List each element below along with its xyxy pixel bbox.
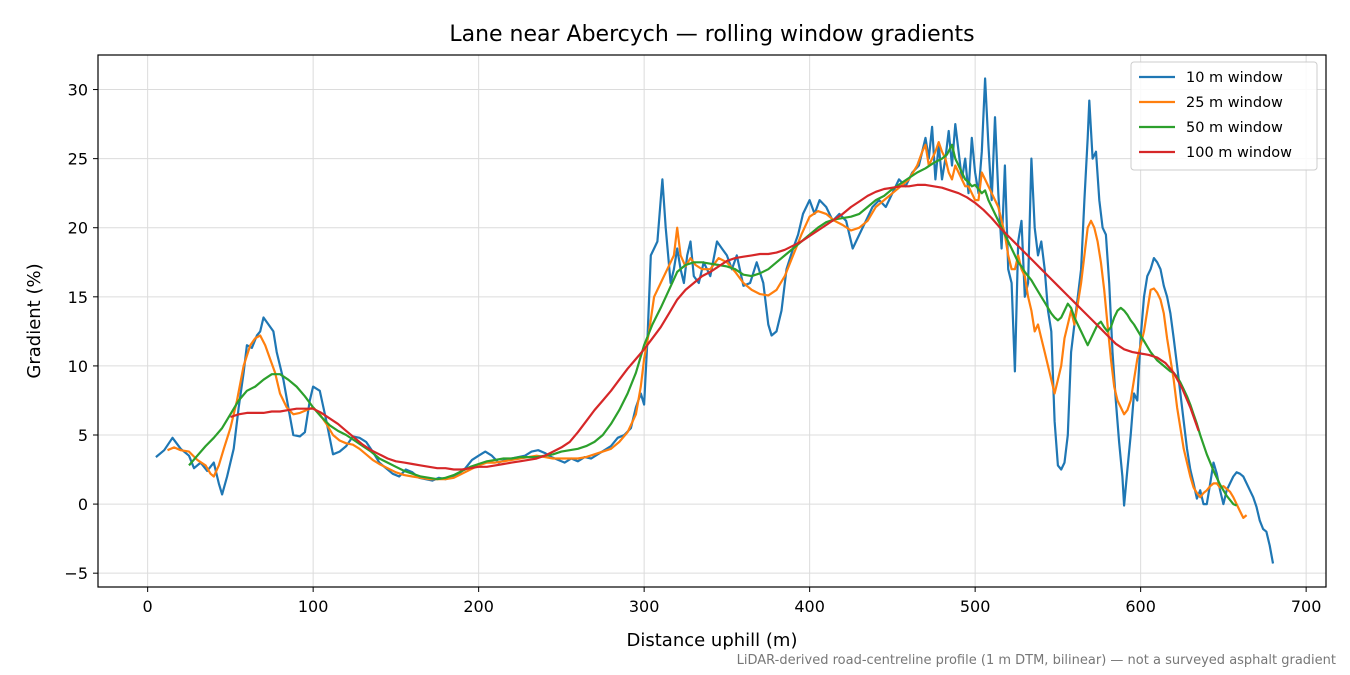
x-tick-label: 0 bbox=[143, 597, 153, 616]
x-tick-label: 400 bbox=[794, 597, 825, 616]
y-tick-label: 0 bbox=[78, 495, 88, 514]
x-tick-label: 500 bbox=[960, 597, 991, 616]
x-tick-label: 600 bbox=[1125, 597, 1156, 616]
series-line-2 bbox=[167, 141, 1248, 519]
legend: 10 m window 25 m window 50 m window 100 m w… bbox=[1130, 61, 1318, 171]
y-axis-label: Gradient (%) bbox=[24, 263, 45, 378]
legend-box bbox=[1130, 61, 1318, 171]
y-tick-label: 5 bbox=[78, 426, 88, 445]
legend-label: 10 m window bbox=[1186, 70, 1283, 86]
legend-label: 50 m window bbox=[1186, 120, 1283, 136]
x-tick-label: 100 bbox=[298, 597, 329, 616]
y-tick-label: 30 bbox=[68, 81, 88, 100]
x-axis-label: Distance uphill (m) bbox=[627, 630, 798, 651]
chart-title: Lane near Abercych — rolling window grad… bbox=[449, 22, 974, 47]
x-tick-label: 700 bbox=[1291, 597, 1322, 616]
x-tick-label: 300 bbox=[629, 597, 660, 616]
legend-label: 25 m window bbox=[1186, 95, 1283, 111]
axis-ticks: 0 100 200 300 400 500 600 700 −5 0 5 10 15 20 25 30 bbox=[64, 81, 1321, 616]
y-tick-label: 15 bbox=[68, 288, 88, 307]
y-tick-label: −5 bbox=[64, 564, 88, 583]
plot-frame bbox=[97, 54, 1327, 588]
x-tick-label: 200 bbox=[463, 597, 494, 616]
y-tick-label: 25 bbox=[68, 150, 88, 169]
plot-area bbox=[155, 77, 1275, 564]
series-line-4 bbox=[230, 183, 1200, 471]
series-line-3 bbox=[188, 143, 1238, 507]
y-tick-label: 20 bbox=[68, 219, 88, 238]
footnote: LiDAR-derived road-centreline profile (1… bbox=[737, 653, 1336, 668]
legend-label: 100 m window bbox=[1186, 145, 1292, 161]
y-tick-label: 10 bbox=[68, 357, 88, 376]
